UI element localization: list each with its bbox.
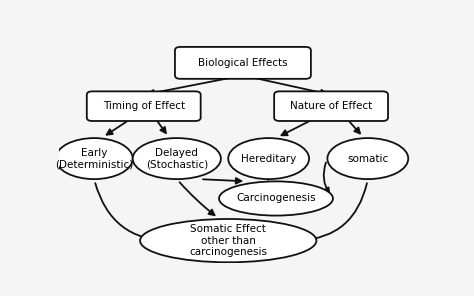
Text: Somatic Effect
other than
carcinogenesis: Somatic Effect other than carcinogenesis [189,224,267,257]
FancyBboxPatch shape [274,91,388,121]
Ellipse shape [140,219,317,262]
Text: Hereditary: Hereditary [241,154,296,164]
Text: Carcinogenesis: Carcinogenesis [236,194,316,203]
Text: Timing of Effect: Timing of Effect [103,101,185,111]
Text: Biological Effects: Biological Effects [198,58,288,68]
Ellipse shape [133,138,221,179]
Text: Nature of Effect: Nature of Effect [290,101,372,111]
Text: Delayed
(Stochastic): Delayed (Stochastic) [146,148,208,169]
FancyBboxPatch shape [175,47,311,79]
Ellipse shape [228,138,309,179]
Ellipse shape [219,181,333,215]
Ellipse shape [328,138,408,179]
Text: Early
(Deterministic): Early (Deterministic) [55,148,133,169]
Ellipse shape [55,138,133,179]
Text: somatic: somatic [347,154,389,164]
FancyBboxPatch shape [87,91,201,121]
